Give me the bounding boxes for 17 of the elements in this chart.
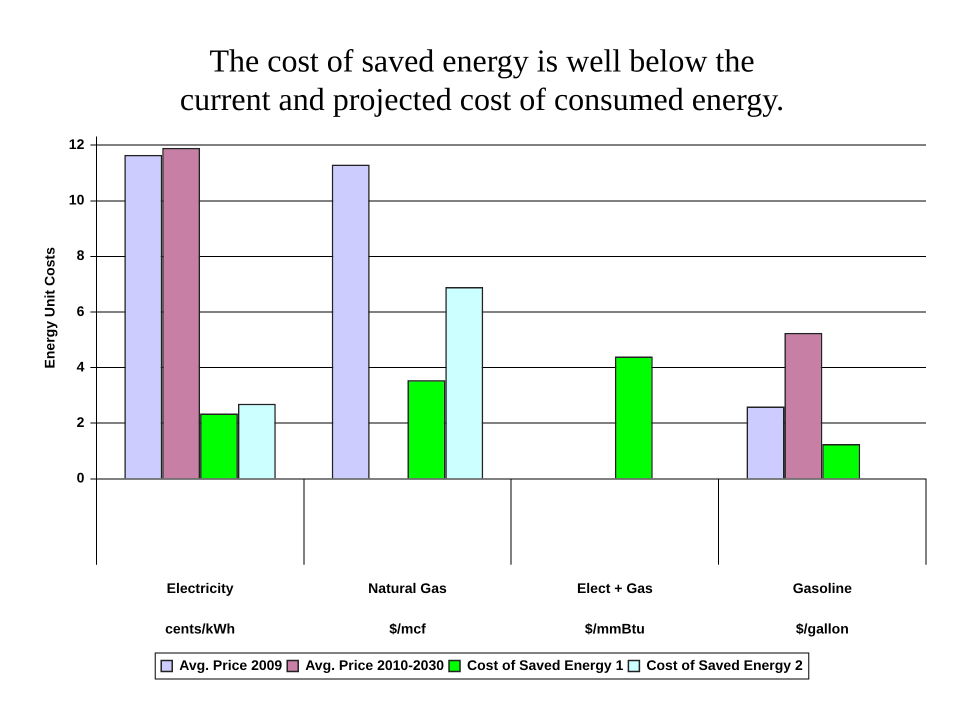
y-tick-label: 2 [76, 414, 85, 430]
category-label: Electricity cents/kWh [165, 580, 236, 637]
category-label: Elect + Gas $/mmBtu [576, 580, 653, 637]
y-tick-label: 8 [76, 247, 85, 264]
y-tick-label: 4 [76, 358, 85, 374]
chart-title: The cost of saved energy is well below the current and projected cost of consumed energy. [180, 42, 784, 118]
y-tick-label: 6 [76, 302, 85, 319]
legend-label: Avg. Price 2009 [179, 656, 282, 673]
category-label: Gasoline $/gallon [792, 580, 852, 637]
legend-label: Avg. Price 2010-2030 [305, 656, 444, 673]
y-tick-label: 10 [68, 192, 85, 208]
y-tick-label: 0 [76, 470, 85, 486]
y-tick-label: 12 [68, 136, 85, 152]
legend-label: Cost of Saved Energy 2 [646, 656, 803, 673]
legend-label: Cost of Saved Energy 1 [467, 656, 624, 673]
category-label: Natural Gas $/mcf [368, 580, 447, 637]
y-axis-title: Energy Unit Costs [41, 246, 58, 368]
